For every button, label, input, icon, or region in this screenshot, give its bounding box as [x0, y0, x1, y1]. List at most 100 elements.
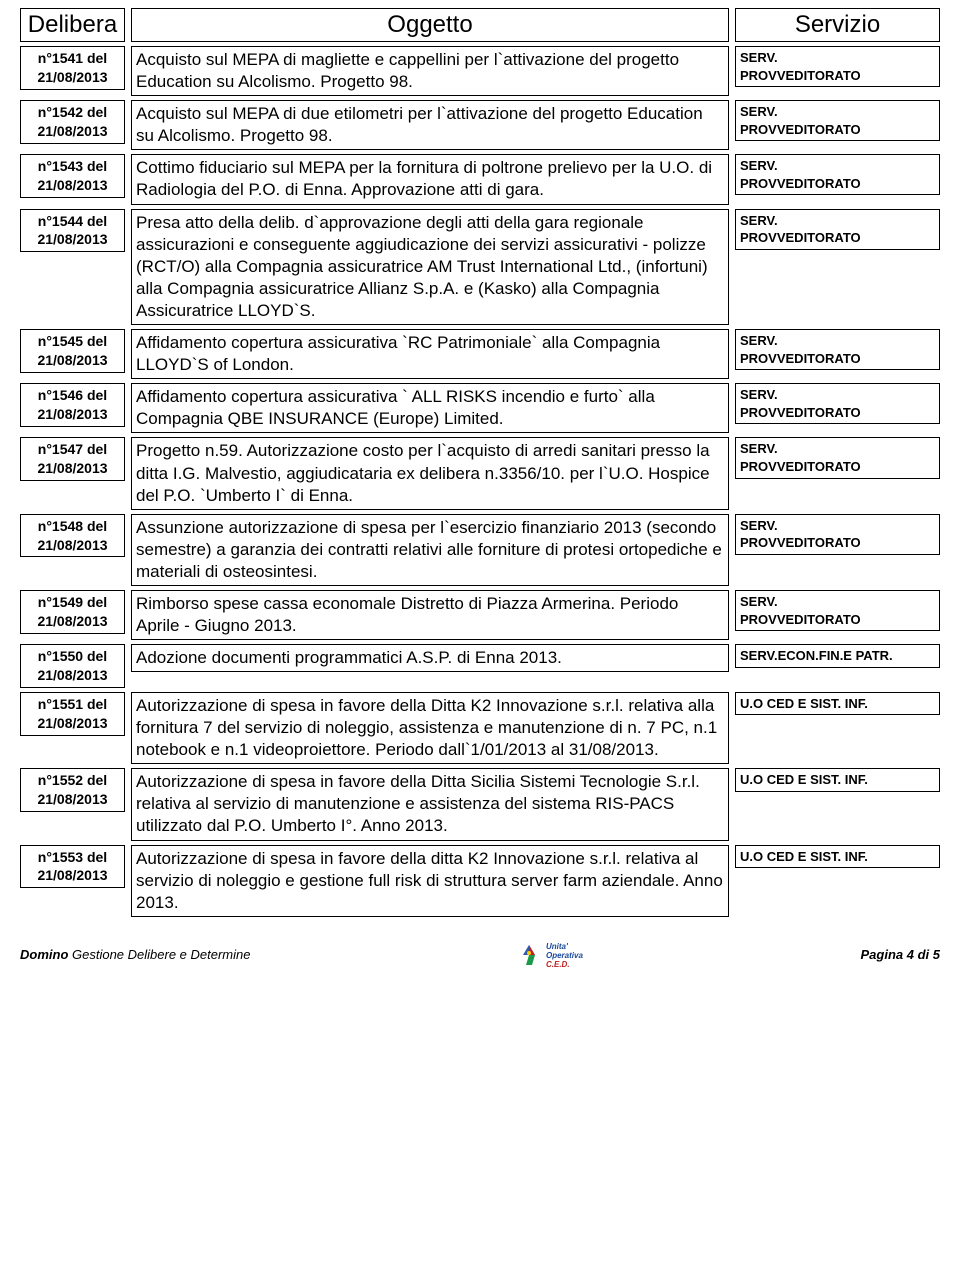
delibera-num: n°1552 del	[25, 771, 120, 790]
servizio-line2: PROVVEDITORATO	[740, 350, 935, 368]
servizio-cell: SERV.PROVVEDITORATO	[735, 154, 940, 195]
logo-text-1: Unita'	[546, 942, 569, 951]
table-row: n°1553 del21/08/2013Autorizzazione di sp…	[20, 845, 940, 917]
table-row: n°1547 del21/08/2013Progetto n.59. Autor…	[20, 437, 940, 509]
servizio-line1: SERV.	[740, 212, 935, 230]
delibera-cell: n°1541 del21/08/2013	[20, 46, 125, 90]
oggetto-cell: Affidamento copertura assicurativa `RC P…	[131, 329, 729, 379]
delibera-cell: n°1550 del21/08/2013	[20, 644, 125, 688]
oggetto-cell: Autorizzazione di spesa in favore della …	[131, 845, 729, 917]
servizio-cell: SERV.PROVVEDITORATO	[735, 514, 940, 555]
servizio-cell: SERV.PROVVEDITORATO	[735, 383, 940, 424]
delibera-cell: n°1553 del21/08/2013	[20, 845, 125, 889]
delibera-date: 21/08/2013	[25, 666, 120, 685]
servizio-line1: SERV.	[740, 157, 935, 175]
delibera-date: 21/08/2013	[25, 230, 120, 249]
delibera-num: n°1551 del	[25, 695, 120, 714]
servizio-cell: U.O CED E SIST. INF.	[735, 845, 940, 869]
delibera-cell: n°1548 del21/08/2013	[20, 514, 125, 558]
delibera-date: 21/08/2013	[25, 612, 120, 631]
servizio-cell: SERV.PROVVEDITORATO	[735, 209, 940, 250]
servizio-cell: U.O CED E SIST. INF.	[735, 768, 940, 792]
servizio-cell: SERV.PROVVEDITORATO	[735, 329, 940, 370]
servizio-line1: SERV.	[740, 517, 935, 535]
delibera-num: n°1550 del	[25, 647, 120, 666]
servizio-cell: SERV.PROVVEDITORATO	[735, 437, 940, 478]
servizio-line1: SERV.	[740, 103, 935, 121]
delibera-num: n°1548 del	[25, 517, 120, 536]
delibera-date: 21/08/2013	[25, 714, 120, 733]
oggetto-cell: Affidamento copertura assicurativa ` ALL…	[131, 383, 729, 433]
servizio-line1: SERV.	[740, 49, 935, 67]
oggetto-cell: Acquisto sul MEPA di magliette e cappell…	[131, 46, 729, 96]
table-row: n°1545 del21/08/2013Affidamento copertur…	[20, 329, 940, 379]
table-row: n°1552 del21/08/2013Autorizzazione di sp…	[20, 768, 940, 840]
servizio-cell: SERV.PROVVEDITORATO	[735, 100, 940, 141]
servizio-line2: PROVVEDITORATO	[740, 611, 935, 629]
delibera-num: n°1553 del	[25, 848, 120, 867]
footer-right: Pagina 4 di 5	[861, 947, 940, 962]
delibera-num: n°1546 del	[25, 386, 120, 405]
servizio-cell: SERV.PROVVEDITORATO	[735, 590, 940, 631]
servizio-line2: PROVVEDITORATO	[740, 534, 935, 552]
oggetto-cell: Adozione documenti programmatici A.S.P. …	[131, 644, 729, 672]
oggetto-cell: Acquisto sul MEPA di due etilometri per …	[131, 100, 729, 150]
delibera-cell: n°1542 del21/08/2013	[20, 100, 125, 144]
oggetto-cell: Assunzione autorizzazione di spesa per l…	[131, 514, 729, 586]
footer-brand: Domino	[20, 947, 68, 962]
servizio-cell: U.O CED E SIST. INF.	[735, 692, 940, 716]
delibera-date: 21/08/2013	[25, 536, 120, 555]
footer: Domino Gestione Delibere e Determine Uni…	[20, 937, 940, 973]
logo-text-2: Operativa	[546, 951, 583, 960]
delibera-num: n°1544 del	[25, 212, 120, 231]
delibera-num: n°1547 del	[25, 440, 120, 459]
oggetto-cell: Cottimo fiduciario sul MEPA per la forni…	[131, 154, 729, 204]
footer-left: Domino Gestione Delibere e Determine	[20, 947, 250, 962]
delibera-date: 21/08/2013	[25, 122, 120, 141]
table-row: n°1544 del21/08/2013Presa atto della del…	[20, 209, 940, 325]
header-delibera: Delibera	[20, 8, 125, 42]
delibera-date: 21/08/2013	[25, 176, 120, 195]
header-oggetto: Oggetto	[131, 8, 729, 42]
footer-logo: Unita' Operativa C.E.D.	[516, 937, 596, 973]
delibera-cell: n°1543 del21/08/2013	[20, 154, 125, 198]
table-row: n°1548 del21/08/2013Assunzione autorizza…	[20, 514, 940, 586]
servizio-line2: PROVVEDITORATO	[740, 67, 935, 85]
delibera-num: n°1542 del	[25, 103, 120, 122]
table-row: n°1551 del21/08/2013Autorizzazione di sp…	[20, 692, 940, 764]
servizio-line2: PROVVEDITORATO	[740, 121, 935, 139]
servizio-line1: SERV.	[740, 386, 935, 404]
oggetto-cell: Autorizzazione di spesa in favore della …	[131, 692, 729, 764]
header-servizio: Servizio	[735, 8, 940, 42]
oggetto-cell: Rimborso spese cassa economale Distretto…	[131, 590, 729, 640]
table-row: n°1550 del21/08/2013Adozione documenti p…	[20, 644, 940, 688]
table-row: n°1549 del21/08/2013 Rimborso spese cassa…	[20, 590, 940, 640]
delibera-cell: n°1552 del21/08/2013	[20, 768, 125, 812]
oggetto-cell: Progetto n.59. Autorizzazione costo per …	[131, 437, 729, 509]
rows-container: n°1541 del21/08/2013Acquisto sul MEPA di…	[20, 46, 940, 917]
servizio-line1: U.O CED E SIST. INF.	[740, 848, 935, 866]
servizio-line1: SERV.ECON.FIN.E PATR.	[740, 647, 935, 665]
delibera-num: n°1545 del	[25, 332, 120, 351]
delibera-cell: n°1545 del21/08/2013	[20, 329, 125, 373]
delibera-date: 21/08/2013	[25, 405, 120, 424]
table-row: n°1543 del21/08/2013Cottimo fiduciario s…	[20, 154, 940, 204]
servizio-line2: PROVVEDITORATO	[740, 404, 935, 422]
delibera-num: n°1543 del	[25, 157, 120, 176]
delibera-cell: n°1547 del21/08/2013	[20, 437, 125, 481]
servizio-cell: SERV.PROVVEDITORATO	[735, 46, 940, 87]
oggetto-cell: Autorizzazione di spesa in favore della …	[131, 768, 729, 840]
footer-left-text: Gestione Delibere e Determine	[68, 947, 250, 962]
logo-text-3: C.E.D.	[546, 960, 570, 969]
servizio-line2: PROVVEDITORATO	[740, 229, 935, 247]
delibera-num: n°1549 del	[25, 593, 120, 612]
table-row: n°1546 del21/08/2013 Affidamento copertur…	[20, 383, 940, 433]
table-row: n°1542 del21/08/2013Acquisto sul MEPA di…	[20, 100, 940, 150]
servizio-line1: SERV.	[740, 440, 935, 458]
header-row: Delibera Oggetto Servizio	[20, 8, 940, 42]
delibera-date: 21/08/2013	[25, 459, 120, 478]
delibera-cell: n°1551 del21/08/2013	[20, 692, 125, 736]
servizio-line2: PROVVEDITORATO	[740, 458, 935, 476]
delibera-num: n°1541 del	[25, 49, 120, 68]
delibera-date: 21/08/2013	[25, 351, 120, 370]
